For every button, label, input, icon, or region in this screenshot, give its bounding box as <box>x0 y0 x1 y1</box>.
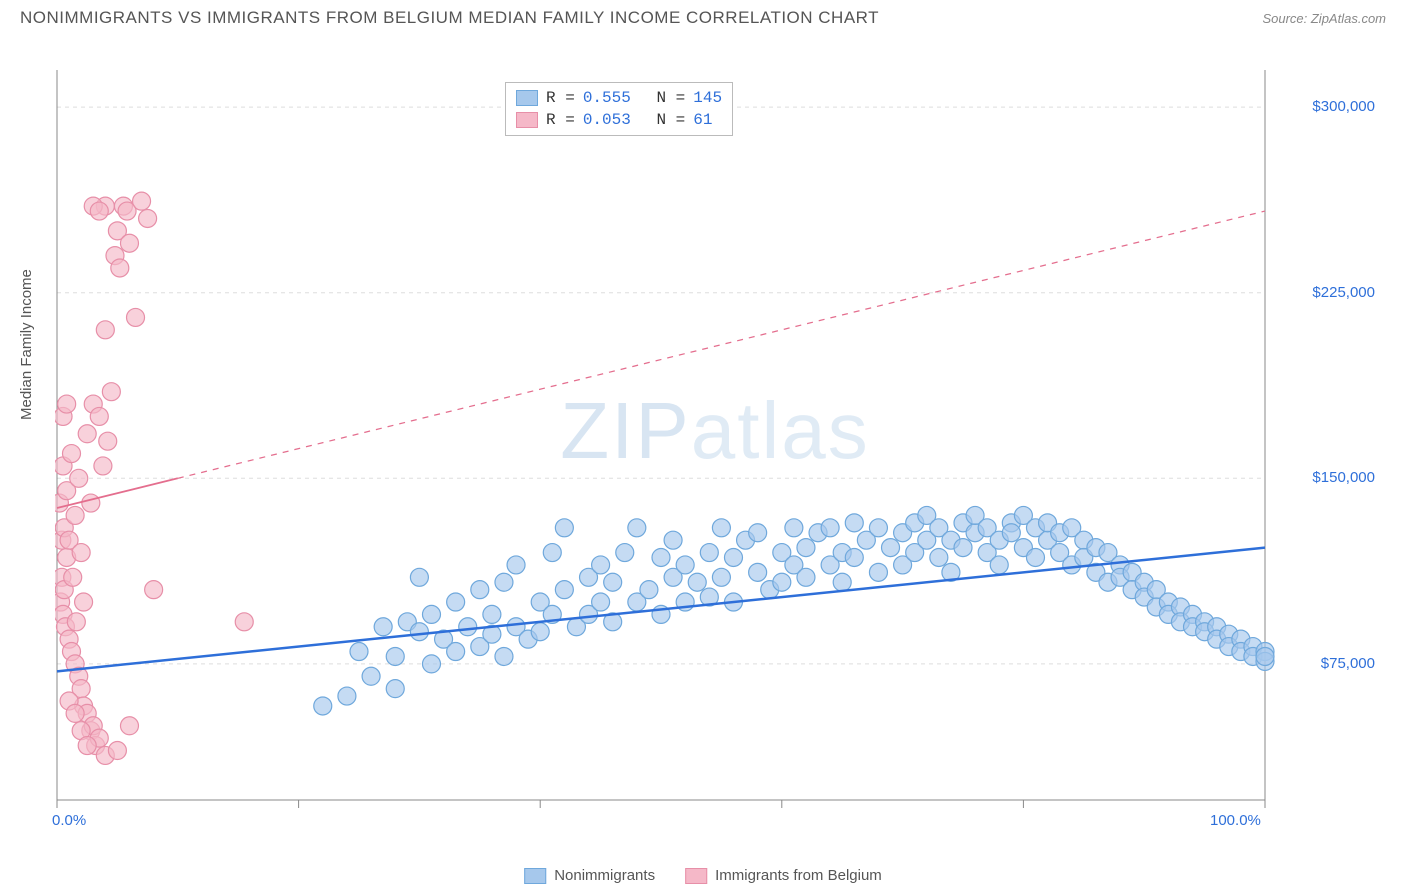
y-axis-label: Median Family Income <box>18 269 35 420</box>
stats-r-value-2: 0.053 <box>583 111 631 129</box>
stats-n-value-1: 145 <box>693 89 722 107</box>
stats-row-series1: R = 0.555 N = 145 <box>516 87 722 109</box>
correlation-stats-box: R = 0.555 N = 145 R = 0.053 N = 61 <box>505 82 733 136</box>
stats-n-label: N = <box>656 89 685 107</box>
stats-row-series2: R = 0.053 N = 61 <box>516 109 722 131</box>
swatch-pink <box>516 112 538 128</box>
legend: Nonimmigrants Immigrants from Belgium <box>524 867 882 884</box>
legend-item-nonimmigrants: Nonimmigrants <box>524 867 655 884</box>
legend-swatch-pink <box>685 868 707 884</box>
swatch-blue <box>516 90 538 106</box>
chart-container: ZIPatlas R = 0.555 N = 145 R = 0.053 N =… <box>55 40 1375 840</box>
stats-n-value-2: 61 <box>693 111 712 129</box>
legend-label-2: Immigrants from Belgium <box>715 867 882 884</box>
stats-r-value-1: 0.555 <box>583 89 631 107</box>
legend-swatch-blue <box>524 868 546 884</box>
source-attribution: Source: ZipAtlas.com <box>1262 11 1386 26</box>
legend-item-immigrants: Immigrants from Belgium <box>685 867 882 884</box>
legend-label-1: Nonimmigrants <box>554 867 655 884</box>
chart-title: NONIMMIGRANTS VS IMMIGRANTS FROM BELGIUM… <box>20 8 879 28</box>
stats-n-label: N = <box>656 111 685 129</box>
scatter-chart <box>55 40 1335 830</box>
stats-r-label: R = <box>546 89 575 107</box>
stats-r-label: R = <box>546 111 575 129</box>
